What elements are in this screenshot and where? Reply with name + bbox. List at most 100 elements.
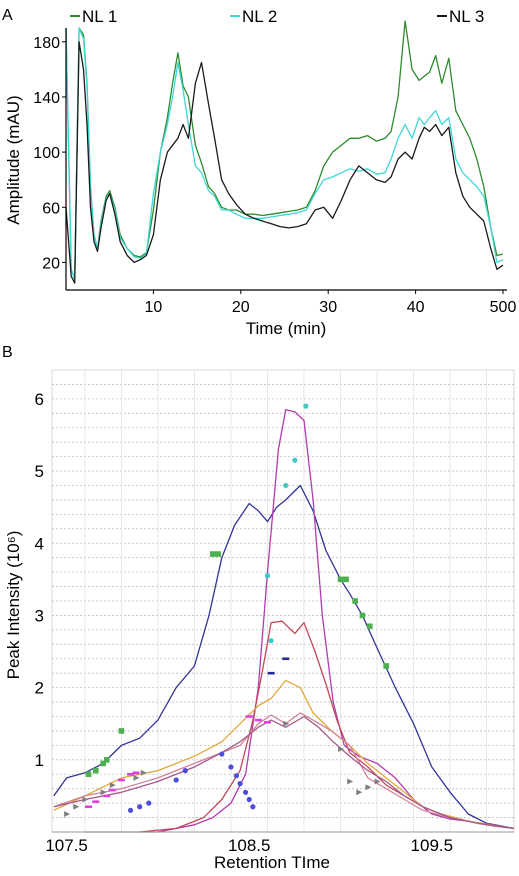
panel-b-grid — [52, 370, 514, 832]
panel-b-marker-square — [337, 576, 344, 583]
panel-b-marker-circle — [250, 804, 256, 810]
panel-b-marker-circle — [233, 773, 240, 779]
panel-a-x-label: Time (min) — [246, 319, 327, 338]
panel-b-marker-circle — [173, 777, 179, 783]
panel-b-x-tick-label: 109.5 — [411, 836, 454, 855]
panel-b-marker-dash — [108, 788, 116, 792]
panel-b-y-tick-label: 3 — [35, 606, 44, 625]
panel-b-marker-dash — [245, 715, 253, 718]
panel-b-marker-circle — [264, 573, 271, 579]
panel-b-marker-triangle — [374, 778, 381, 785]
legend-item-3: NL 3 — [437, 7, 484, 26]
panel-b-marker-dash — [267, 671, 275, 675]
panel-a-y-label: Amplitude (mAU) — [4, 95, 23, 224]
panel-a-y-tick-label: 20 — [42, 255, 60, 272]
panel-b-marker-square — [366, 623, 373, 630]
panel-b-marker-triangle — [283, 720, 290, 727]
panel-b-marker-triangle — [356, 789, 363, 796]
panel-b-series-lines — [53, 409, 515, 833]
panel-a-x-tick-label: 30 — [319, 299, 337, 316]
panel-a-x-tick-label: 10 — [145, 299, 163, 316]
legend-item-2: NL 2 — [230, 7, 277, 26]
panel-a-y-tick-label: 180 — [33, 35, 60, 52]
panel-b-marker-triangle — [82, 796, 89, 803]
panel-b-marker-circle — [127, 807, 134, 813]
panel-b-y-ticks: 1 2 3 4 5 6 — [35, 390, 44, 770]
panel-b-marker-circle — [137, 804, 143, 810]
panel-b-marker-triangle — [140, 769, 147, 776]
panel-b-x-label: Retention TIme — [214, 853, 330, 872]
panel-b-marker-triangle — [109, 782, 116, 789]
panel-b-letter: B — [2, 344, 13, 361]
panel-b-y-tick-label: 4 — [35, 534, 44, 553]
panel-b-marker-triangle — [347, 778, 354, 785]
panel-a-x-tick-label: 20 — [232, 299, 250, 316]
panel-b-marker-square — [359, 612, 366, 619]
panel-b-y-tick-label: 2 — [35, 679, 44, 698]
panel-a: A 20 60 100 140 180 10 20 30 40 500 Time (min) A… — [2, 7, 516, 338]
panel-a-y-tick-label: 100 — [33, 145, 60, 162]
panel-b-series-line-4 — [53, 679, 515, 830]
panel-b-marker-square — [118, 728, 125, 734]
panel-a-y-tick-label: 60 — [42, 200, 60, 217]
panel-b-marker-triangle — [64, 810, 71, 817]
panel-b-marker-circle — [242, 789, 249, 795]
panel-b-marker-square — [85, 771, 92, 778]
panel-a-x-ticks: 10 20 30 40 500 — [145, 290, 517, 316]
panel-b-marker-triangle — [133, 774, 140, 781]
panel-b-marker-circle — [283, 482, 289, 489]
panel-b-x-tick-label: 108.5 — [228, 836, 271, 855]
panel-b-marker-square — [103, 757, 110, 763]
panel-b-marker-circle — [292, 457, 298, 463]
panel-b-marker-circle — [182, 768, 188, 774]
panel-a-x-tick-label: 40 — [407, 299, 425, 316]
panel-b-marker-circle — [303, 403, 309, 409]
panel-a-y-ticks: 20 60 100 140 180 — [33, 35, 66, 272]
panel-b-marker-circle — [228, 764, 234, 770]
panel-b-marker-square — [215, 551, 221, 557]
panel-b-x-ticks: 107.5 108.5 109.5 — [45, 836, 453, 855]
panel-b-series-line-2 — [84, 409, 515, 833]
panel-a-series-lines — [65, 20, 504, 284]
panel-b-marker-dash — [92, 800, 100, 803]
panel-b-series-line-1 — [53, 484, 515, 830]
panel-b-marker-dash — [132, 771, 140, 775]
panel-b-y-tick-label: 6 — [35, 390, 44, 409]
panel-a-series-line-3 — [65, 41, 504, 284]
panel-b-marker-square — [93, 767, 99, 774]
panel-b-marker-square — [352, 598, 358, 604]
legend-label: NL 2 — [242, 7, 277, 26]
panel-b-marker-dash — [282, 657, 290, 661]
panel-a-legend: NL 1 NL 2 NL 3 — [70, 7, 484, 26]
panel-b-marker-square — [100, 760, 106, 767]
legend-label: NL 3 — [449, 7, 484, 26]
panel-b-marker-circle — [246, 796, 252, 803]
panel-b-marker-square — [343, 576, 349, 583]
panel-a-y-tick-label: 140 — [33, 90, 60, 107]
legend-item-1: NL 1 — [70, 7, 117, 26]
panel-a-x-tick-label: 500 — [490, 299, 517, 316]
panel-b-marker-circle — [268, 638, 274, 644]
panel-a-letter: A — [2, 7, 13, 24]
panel-b-marker-dash — [127, 772, 135, 776]
panel-b-x-tick-label: 107.5 — [45, 836, 88, 855]
panel-a-series-line-1 — [65, 20, 504, 280]
panel-b-series-line-6 — [53, 715, 515, 830]
panel-b-marker-square — [383, 663, 389, 669]
panel-b-marker-dash — [103, 794, 111, 798]
panel-b-y-tick-label: 5 — [35, 462, 44, 481]
panel-b-marker-dash — [254, 718, 262, 722]
panel-b-y-tick-label: 1 — [35, 751, 44, 770]
panel-b-marker-circle — [219, 751, 225, 757]
panel-b-marker-triangle — [365, 784, 372, 791]
legend-label: NL 1 — [82, 7, 117, 26]
panel-b-series-line-5 — [53, 712, 515, 830]
panel-b-marker-triangle — [338, 745, 345, 752]
panel-b-marker-square — [209, 551, 216, 557]
panel-b-marker-dash — [117, 778, 125, 782]
panel-b-y-label: Peak Intensity (10⁶) — [4, 531, 23, 680]
panel-b-marker-triangle — [100, 789, 107, 796]
panel-b-marker-dash — [85, 805, 93, 809]
panel-b-marker-circle — [146, 800, 152, 806]
